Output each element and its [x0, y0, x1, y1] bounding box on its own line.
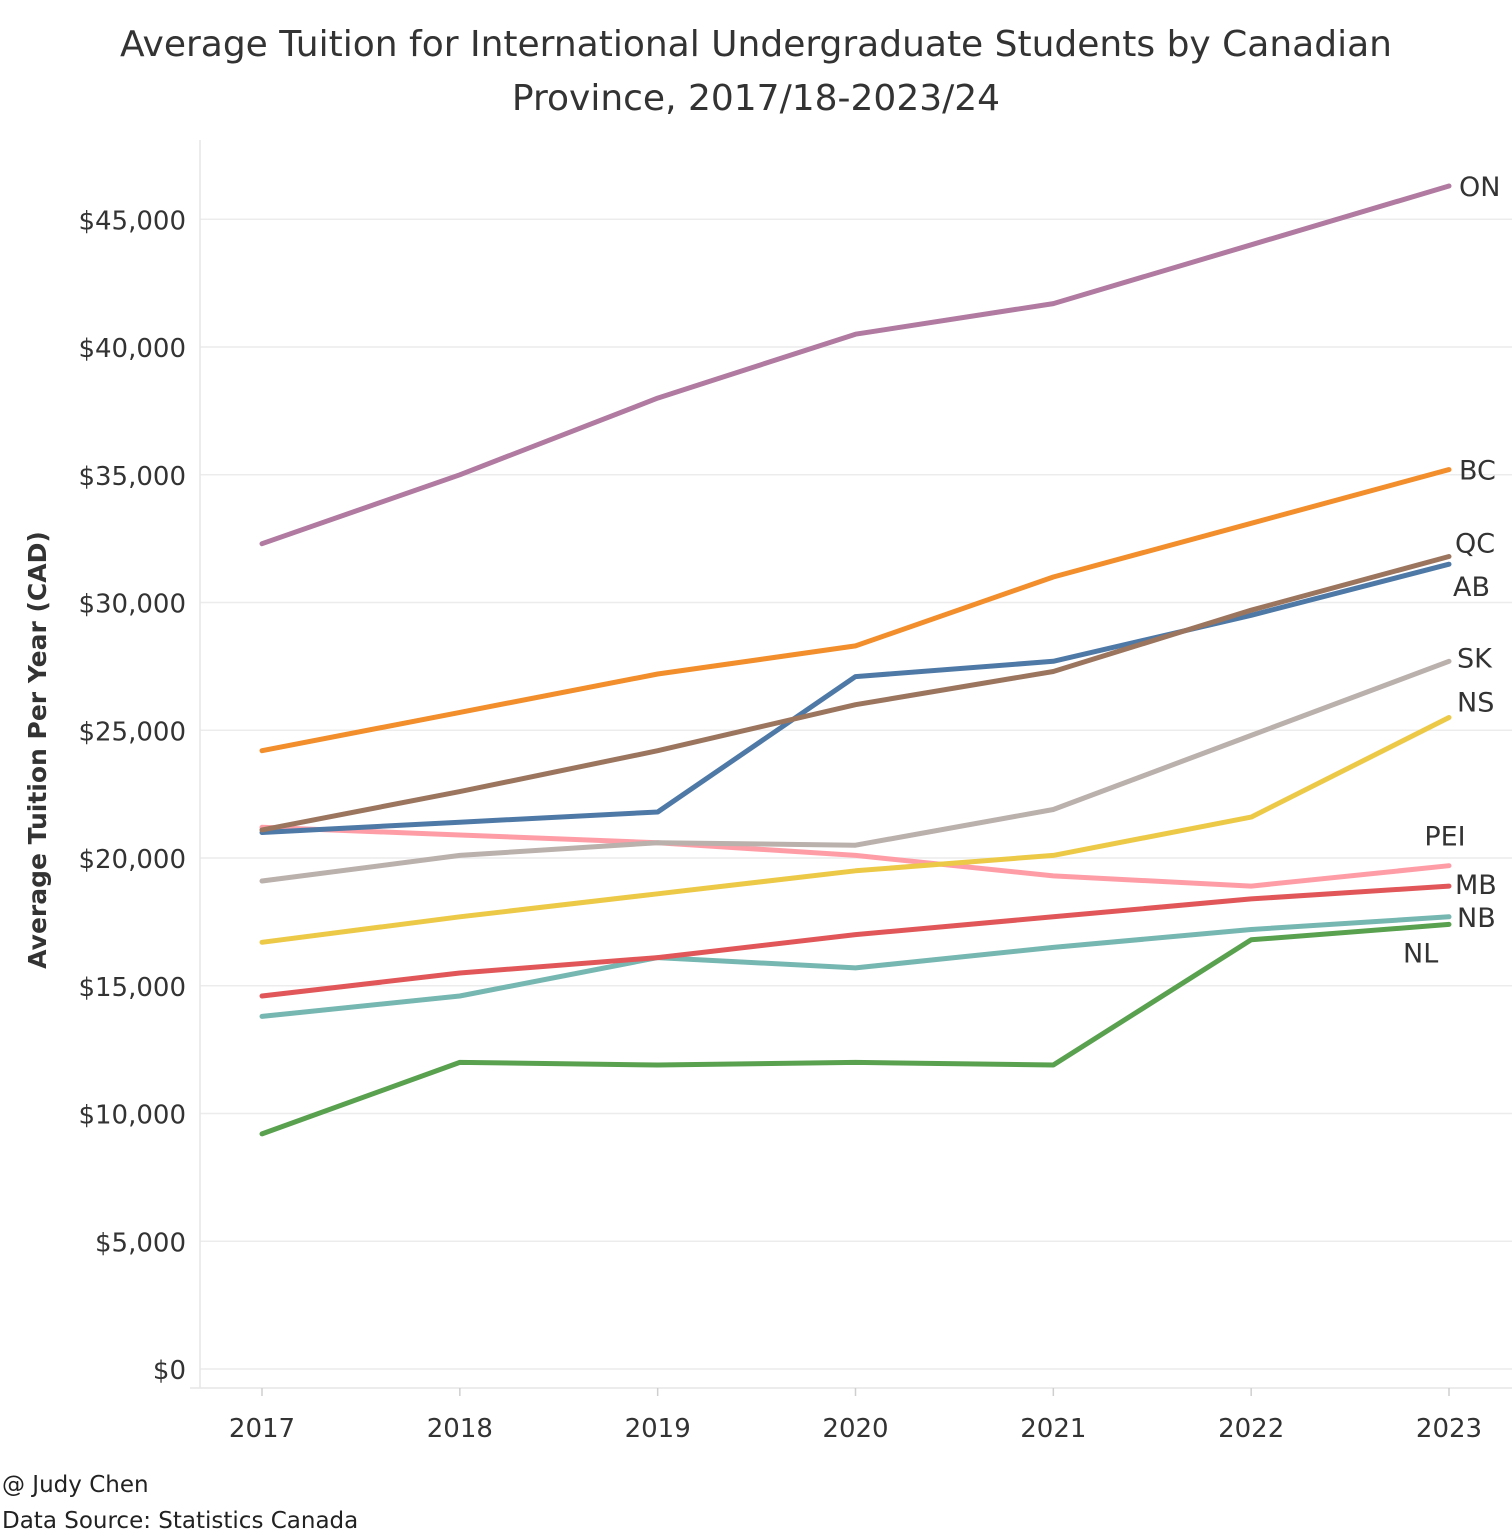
- y-axis-label: Average Tuition Per Year (CAD): [23, 531, 52, 969]
- series-line-ns: [259, 715, 1452, 945]
- y-tick-label: $15,000: [78, 973, 186, 1003]
- x-tick-label: 2021: [1020, 1414, 1086, 1444]
- series-line-ab: [259, 561, 1452, 835]
- line-chart: $0 $5,000 $10,000 $15,000 $20,000 $25,000 $30,…: [23, 140, 1512, 1444]
- series-label-nb: NB: [1457, 903, 1496, 934]
- series-line-sk: [259, 658, 1452, 884]
- series-label-on: ON: [1459, 172, 1500, 203]
- series-line-bc: [259, 467, 1452, 754]
- y-tick-label: $5,000: [95, 1228, 186, 1258]
- x-tick-label: 2019: [625, 1414, 691, 1444]
- x-axis-ticks: 2017 2018 2019 2020 2021 2022 2023: [229, 1388, 1482, 1444]
- y-tick-label: $0: [153, 1356, 186, 1386]
- x-tick-label: 2023: [1416, 1414, 1482, 1444]
- y-tick-label: $25,000: [78, 717, 186, 747]
- data-source: Data Source: Statistics Canada: [2, 1508, 359, 1534]
- y-tick-label: $20,000: [78, 845, 186, 875]
- series-label-sk: SK: [1457, 643, 1493, 674]
- series-label-ab: AB: [1453, 572, 1490, 603]
- axes: [190, 140, 1512, 1389]
- y-tick-label: $10,000: [78, 1101, 186, 1131]
- y-tick-label: $35,000: [78, 462, 186, 492]
- chart-title-line-1: Average Tuition for International Underg…: [120, 24, 1392, 65]
- series-lines: [259, 183, 1452, 1137]
- y-axis-ticks: $0 $5,000 $10,000 $15,000 $20,000 $25,000 $30,…: [78, 206, 186, 1386]
- x-tick-label: 2020: [822, 1414, 888, 1444]
- chart-title: Average Tuition for International Underg…: [0, 18, 1512, 126]
- series-label-pei: PEI: [1424, 822, 1465, 853]
- series-label-ns: NS: [1457, 687, 1494, 718]
- series-line-nl: [259, 921, 1452, 1137]
- series-line-qc: [259, 554, 1452, 833]
- series-label-qc: QC: [1455, 529, 1495, 560]
- series-line-nb: [259, 914, 1452, 1019]
- series-line-mb: [259, 883, 1452, 999]
- x-tick-label: 2017: [229, 1414, 295, 1444]
- series-label-mb: MB: [1455, 870, 1497, 901]
- gridlines: [200, 218, 1512, 1370]
- y-tick-label: $40,000: [78, 334, 186, 364]
- series-line-pei: [259, 824, 1452, 889]
- series-label-bc: BC: [1459, 456, 1496, 487]
- y-tick-label: $30,000: [78, 590, 186, 620]
- author-credit: @ Judy Chen: [2, 1472, 149, 1498]
- x-tick-label: 2018: [427, 1414, 493, 1444]
- chart-title-line-2: Province, 2017/18-2023/24: [511, 78, 1001, 119]
- y-tick-label: $45,000: [78, 206, 186, 236]
- series-label-nl: NL: [1403, 938, 1438, 969]
- series-line-on: [259, 183, 1452, 547]
- x-tick-label: 2022: [1218, 1414, 1284, 1444]
